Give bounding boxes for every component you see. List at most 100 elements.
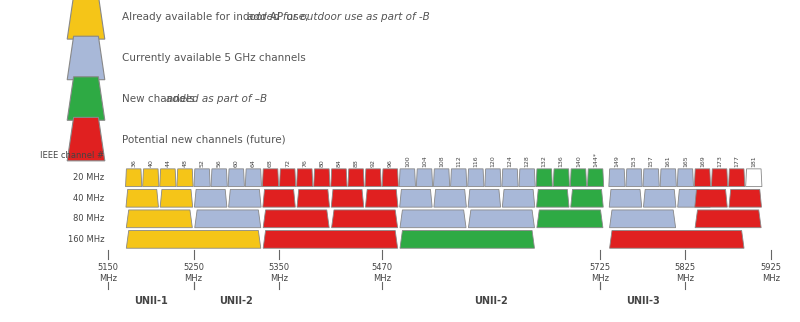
- Text: 60: 60: [234, 159, 239, 167]
- Polygon shape: [485, 169, 501, 187]
- Polygon shape: [400, 210, 466, 228]
- Polygon shape: [331, 189, 364, 207]
- Polygon shape: [626, 169, 642, 187]
- Polygon shape: [711, 169, 728, 187]
- Polygon shape: [160, 189, 193, 207]
- Polygon shape: [246, 169, 262, 187]
- Text: Potential new channels (future): Potential new channels (future): [122, 134, 286, 144]
- Text: 64: 64: [251, 159, 256, 167]
- Polygon shape: [263, 189, 295, 207]
- Polygon shape: [746, 169, 762, 187]
- Text: 149: 149: [614, 155, 619, 167]
- Text: UNII-2: UNII-2: [474, 296, 508, 306]
- Polygon shape: [570, 189, 603, 207]
- Text: 120: 120: [490, 155, 495, 167]
- Polygon shape: [468, 189, 501, 207]
- Text: 92: 92: [370, 159, 376, 167]
- Polygon shape: [660, 169, 676, 187]
- Polygon shape: [434, 169, 450, 187]
- Polygon shape: [695, 210, 761, 228]
- Text: 108: 108: [439, 155, 444, 167]
- Text: 88: 88: [354, 159, 358, 167]
- Text: 157: 157: [649, 155, 654, 167]
- Polygon shape: [729, 169, 745, 187]
- Text: 124: 124: [507, 155, 513, 167]
- Polygon shape: [262, 169, 278, 187]
- Text: 153: 153: [631, 155, 637, 167]
- Polygon shape: [331, 210, 398, 228]
- Polygon shape: [643, 169, 659, 187]
- Polygon shape: [194, 169, 210, 187]
- Polygon shape: [365, 169, 382, 187]
- Polygon shape: [126, 210, 192, 228]
- Text: 100: 100: [405, 155, 410, 167]
- Polygon shape: [416, 169, 433, 187]
- Polygon shape: [126, 189, 158, 207]
- Text: 80 MHz: 80 MHz: [73, 214, 104, 223]
- Text: 160 MHz: 160 MHz: [67, 235, 104, 244]
- Polygon shape: [366, 189, 398, 207]
- Text: 165: 165: [683, 155, 688, 167]
- Text: 173: 173: [717, 155, 722, 167]
- Polygon shape: [399, 169, 415, 187]
- Text: 169: 169: [700, 155, 705, 167]
- Text: 76: 76: [302, 159, 307, 167]
- Text: 5350
MHz: 5350 MHz: [269, 263, 290, 283]
- Polygon shape: [610, 231, 744, 248]
- Text: added for outdoor use as part of -B: added for outdoor use as part of -B: [246, 12, 430, 23]
- Text: 72: 72: [285, 159, 290, 167]
- Text: 161: 161: [666, 155, 670, 167]
- Polygon shape: [297, 189, 330, 207]
- Polygon shape: [126, 169, 142, 187]
- Text: 56: 56: [217, 159, 222, 167]
- Text: 80: 80: [319, 159, 324, 167]
- Text: Already available for indoor AP use;: Already available for indoor AP use;: [122, 12, 312, 23]
- Polygon shape: [609, 169, 625, 187]
- Polygon shape: [519, 169, 535, 187]
- Polygon shape: [160, 169, 176, 187]
- Polygon shape: [610, 210, 676, 228]
- Text: 5150
MHz: 5150 MHz: [98, 263, 118, 283]
- Polygon shape: [194, 189, 227, 207]
- Polygon shape: [314, 169, 330, 187]
- Polygon shape: [126, 231, 261, 248]
- Text: 5825
MHz: 5825 MHz: [674, 263, 696, 283]
- Text: 112: 112: [456, 155, 461, 167]
- Text: 116: 116: [474, 155, 478, 167]
- Text: 128: 128: [525, 155, 530, 167]
- Polygon shape: [400, 189, 432, 207]
- Polygon shape: [729, 189, 762, 207]
- Text: 84: 84: [337, 159, 342, 167]
- Polygon shape: [400, 231, 534, 248]
- Text: 5925
MHz: 5925 MHz: [760, 263, 782, 283]
- Text: 5250
MHz: 5250 MHz: [183, 263, 204, 283]
- Text: 40 MHz: 40 MHz: [73, 194, 104, 203]
- Polygon shape: [554, 169, 570, 187]
- Polygon shape: [67, 36, 105, 80]
- Text: Currently available 5 GHz channels: Currently available 5 GHz channels: [122, 53, 306, 63]
- Polygon shape: [678, 189, 710, 207]
- Text: 181: 181: [751, 155, 756, 167]
- Polygon shape: [331, 169, 347, 187]
- Text: 104: 104: [422, 155, 427, 167]
- Text: 140: 140: [576, 155, 581, 167]
- Text: 136: 136: [559, 155, 564, 167]
- Polygon shape: [643, 189, 676, 207]
- Text: 68: 68: [268, 159, 273, 167]
- Polygon shape: [211, 169, 227, 187]
- Polygon shape: [469, 210, 534, 228]
- Polygon shape: [177, 169, 193, 187]
- Polygon shape: [348, 169, 364, 187]
- Polygon shape: [263, 231, 398, 248]
- Polygon shape: [536, 169, 552, 187]
- Polygon shape: [678, 169, 694, 187]
- Text: 36: 36: [131, 159, 136, 167]
- Polygon shape: [434, 189, 466, 207]
- Text: UNII-1: UNII-1: [134, 296, 168, 306]
- Polygon shape: [468, 169, 484, 187]
- Text: 132: 132: [542, 155, 546, 167]
- Text: 144*: 144*: [593, 152, 598, 167]
- Polygon shape: [587, 169, 604, 187]
- Polygon shape: [502, 189, 535, 207]
- Text: 5725
MHz: 5725 MHz: [590, 263, 610, 283]
